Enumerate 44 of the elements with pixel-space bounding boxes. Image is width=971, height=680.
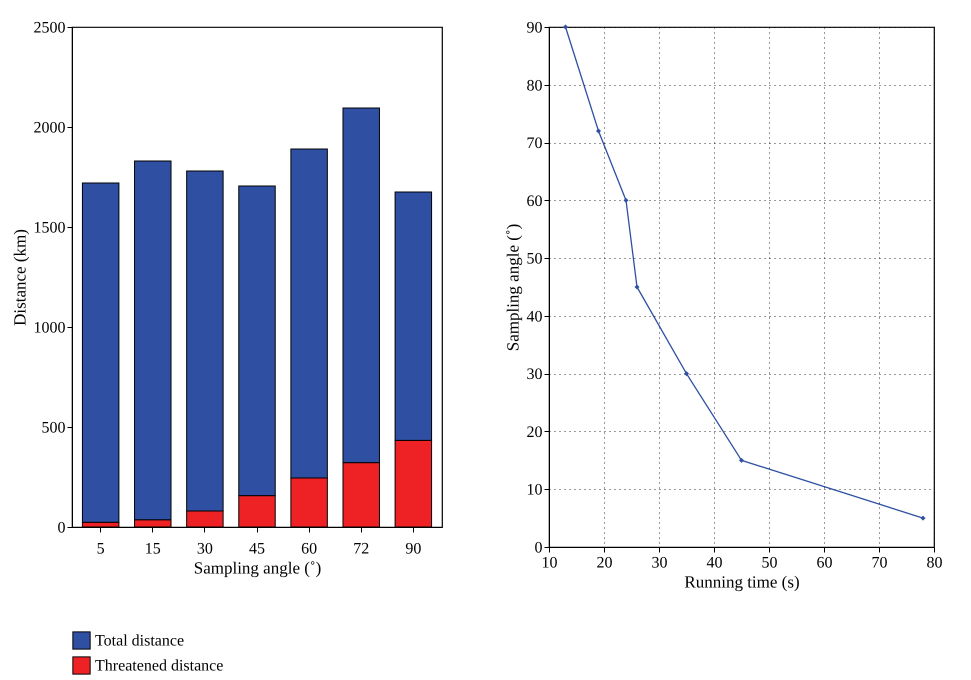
x-tick-label: 90 bbox=[405, 540, 422, 558]
y-tick-label: 70 bbox=[526, 135, 542, 152]
x-tick-label: 30 bbox=[652, 554, 668, 572]
y-tick-label: 500 bbox=[42, 420, 66, 436]
point bbox=[684, 371, 689, 376]
y-tick-label: 80 bbox=[526, 77, 542, 94]
x-tick-label: 15 bbox=[144, 540, 161, 558]
x-tick-label: 45 bbox=[249, 540, 265, 558]
y-tick-label: 20 bbox=[526, 424, 542, 441]
x-tick-label: 30 bbox=[196, 540, 213, 558]
y-tick-label: 40 bbox=[526, 308, 542, 326]
y-tick-label: 2000 bbox=[34, 120, 66, 136]
legend-label: Total distance bbox=[95, 632, 184, 650]
point bbox=[596, 128, 601, 134]
point bbox=[624, 198, 628, 203]
x-tick-label: 10 bbox=[542, 554, 558, 572]
y-tick-label: 90 bbox=[526, 20, 542, 36]
x-axis-title: Running time (s) bbox=[684, 572, 800, 592]
y-tick-label: 2500 bbox=[34, 20, 66, 36]
x-tick-label: 60 bbox=[816, 554, 832, 572]
y-tick-label: 1500 bbox=[34, 220, 66, 236]
y-tick-label: 1000 bbox=[34, 320, 66, 336]
legend-label: Threatened distance bbox=[95, 658, 224, 674]
y-tick-label: 50 bbox=[526, 250, 542, 268]
point bbox=[920, 516, 926, 521]
x-tick-label: 5 bbox=[96, 540, 105, 558]
y-tick-label: 60 bbox=[526, 192, 542, 210]
y-axis-title: Sampling angle (˚) bbox=[504, 224, 522, 352]
x-tick-label: 60 bbox=[301, 540, 318, 558]
y-tick-label: 0 bbox=[534, 540, 542, 556]
x-tick-label: 70 bbox=[872, 554, 888, 572]
x-tick-label: 80 bbox=[926, 554, 942, 572]
point bbox=[563, 24, 568, 30]
x-tick-label: 72 bbox=[353, 540, 370, 558]
point bbox=[634, 284, 640, 290]
x-tick-label: 50 bbox=[762, 554, 778, 572]
x-tick-label: 40 bbox=[706, 554, 722, 572]
y-tick-label: 30 bbox=[526, 366, 542, 384]
y-tick-label: 10 bbox=[526, 482, 542, 499]
x-tick-label: 20 bbox=[596, 554, 612, 572]
y-axis-title: Distance (km) bbox=[10, 229, 30, 326]
x-axis-title: Sampling angle (˚) bbox=[194, 558, 322, 578]
point bbox=[739, 458, 744, 463]
y-tick-label: 0 bbox=[58, 520, 66, 536]
